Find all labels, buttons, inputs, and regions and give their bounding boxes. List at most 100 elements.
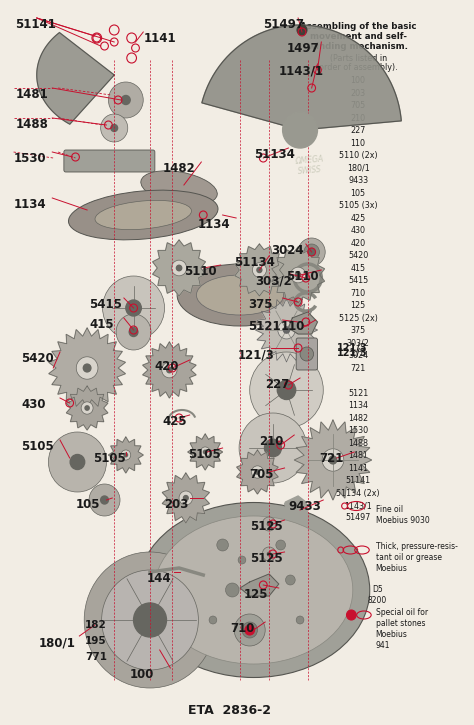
Text: 125: 125	[244, 588, 268, 601]
Text: ETA  2836-2: ETA 2836-2	[188, 703, 271, 716]
Text: 1482: 1482	[163, 162, 195, 175]
Text: 771: 771	[85, 652, 107, 662]
Text: ΩMEGA
SWISS: ΩMEGA SWISS	[295, 154, 325, 176]
Text: 5121: 5121	[248, 320, 281, 333]
Text: 51497: 51497	[263, 18, 304, 31]
Text: 5110: 5110	[184, 265, 217, 278]
Polygon shape	[109, 437, 143, 473]
Text: D5
8200: D5 8200	[368, 585, 387, 605]
Polygon shape	[284, 496, 308, 518]
Circle shape	[248, 628, 252, 632]
Text: 210: 210	[259, 435, 284, 448]
Ellipse shape	[197, 275, 283, 315]
Text: 3024: 3024	[271, 244, 304, 257]
Polygon shape	[294, 420, 372, 500]
Circle shape	[179, 491, 192, 505]
Circle shape	[134, 603, 166, 637]
Polygon shape	[66, 386, 108, 430]
Text: order of assembly).: order of assembly).	[319, 63, 397, 72]
Text: 1530: 1530	[14, 152, 46, 165]
Text: 425: 425	[163, 415, 187, 428]
Circle shape	[83, 364, 91, 372]
Text: 710: 710	[230, 622, 255, 635]
Circle shape	[176, 265, 182, 270]
Text: 51497: 51497	[346, 513, 371, 523]
Circle shape	[183, 496, 188, 500]
Text: 121/3: 121/3	[238, 348, 275, 361]
Text: winding mechanism.: winding mechanism.	[308, 42, 408, 51]
Text: 9433: 9433	[348, 176, 368, 185]
Text: 51134: 51134	[254, 148, 294, 161]
Polygon shape	[235, 244, 284, 296]
Text: 705: 705	[250, 468, 274, 481]
Text: 1488: 1488	[348, 439, 368, 447]
Circle shape	[203, 450, 207, 454]
Text: 430: 430	[21, 398, 46, 411]
Circle shape	[322, 449, 344, 471]
Circle shape	[138, 608, 162, 632]
Text: 110: 110	[281, 320, 305, 333]
Polygon shape	[49, 328, 126, 408]
Circle shape	[100, 496, 109, 504]
Circle shape	[278, 321, 295, 339]
Polygon shape	[188, 434, 223, 470]
Text: 227: 227	[350, 126, 366, 135]
Circle shape	[239, 413, 307, 483]
Circle shape	[285, 575, 295, 585]
Circle shape	[294, 124, 306, 136]
Circle shape	[209, 616, 217, 624]
Text: 203: 203	[351, 88, 365, 97]
Circle shape	[310, 250, 314, 254]
Circle shape	[116, 314, 151, 350]
Ellipse shape	[69, 190, 218, 240]
Circle shape	[111, 125, 118, 131]
Text: 210: 210	[351, 114, 365, 123]
Circle shape	[101, 570, 199, 670]
Polygon shape	[240, 574, 279, 596]
Text: 110: 110	[351, 138, 365, 147]
Text: 1143/1: 1143/1	[279, 64, 324, 77]
Text: 5415: 5415	[89, 298, 122, 311]
Circle shape	[290, 119, 310, 141]
Text: 5105: 5105	[188, 448, 220, 461]
Circle shape	[257, 268, 262, 273]
Text: Special oil for
pallet stones
Moebius
941: Special oil for pallet stones Moebius 94…	[375, 608, 428, 650]
Circle shape	[167, 368, 172, 373]
Text: 5105 (3x): 5105 (3x)	[339, 201, 377, 210]
Polygon shape	[37, 33, 114, 124]
Text: 1141: 1141	[348, 463, 368, 473]
Text: 1481: 1481	[16, 88, 48, 101]
Text: 430: 430	[351, 226, 365, 235]
Circle shape	[129, 328, 138, 336]
Circle shape	[126, 300, 141, 316]
Circle shape	[346, 610, 356, 620]
Circle shape	[100, 114, 128, 142]
Text: 5420: 5420	[21, 352, 54, 365]
Text: 3024: 3024	[348, 351, 368, 360]
Text: 5110 (2x): 5110 (2x)	[339, 151, 377, 160]
Text: 5105: 5105	[93, 452, 126, 465]
Circle shape	[277, 381, 296, 399]
Circle shape	[109, 82, 143, 118]
Circle shape	[283, 327, 290, 333]
Circle shape	[262, 517, 276, 531]
Circle shape	[295, 273, 301, 278]
Ellipse shape	[95, 200, 191, 230]
Circle shape	[283, 112, 318, 148]
Circle shape	[291, 267, 306, 283]
Circle shape	[262, 547, 276, 561]
Text: 105: 105	[75, 498, 100, 511]
Text: 1134: 1134	[198, 218, 230, 231]
Text: 121/3: 121/3	[337, 343, 367, 353]
Circle shape	[276, 540, 285, 550]
Text: 415: 415	[351, 263, 365, 273]
Text: 303/2: 303/2	[255, 274, 292, 287]
Text: 180/1: 180/1	[39, 636, 75, 649]
Text: 51134: 51134	[234, 256, 275, 269]
Circle shape	[297, 127, 303, 133]
Polygon shape	[237, 450, 278, 494]
Text: 375: 375	[350, 326, 366, 335]
Text: 125: 125	[350, 301, 366, 310]
Text: 203: 203	[164, 498, 189, 511]
Circle shape	[308, 249, 315, 255]
